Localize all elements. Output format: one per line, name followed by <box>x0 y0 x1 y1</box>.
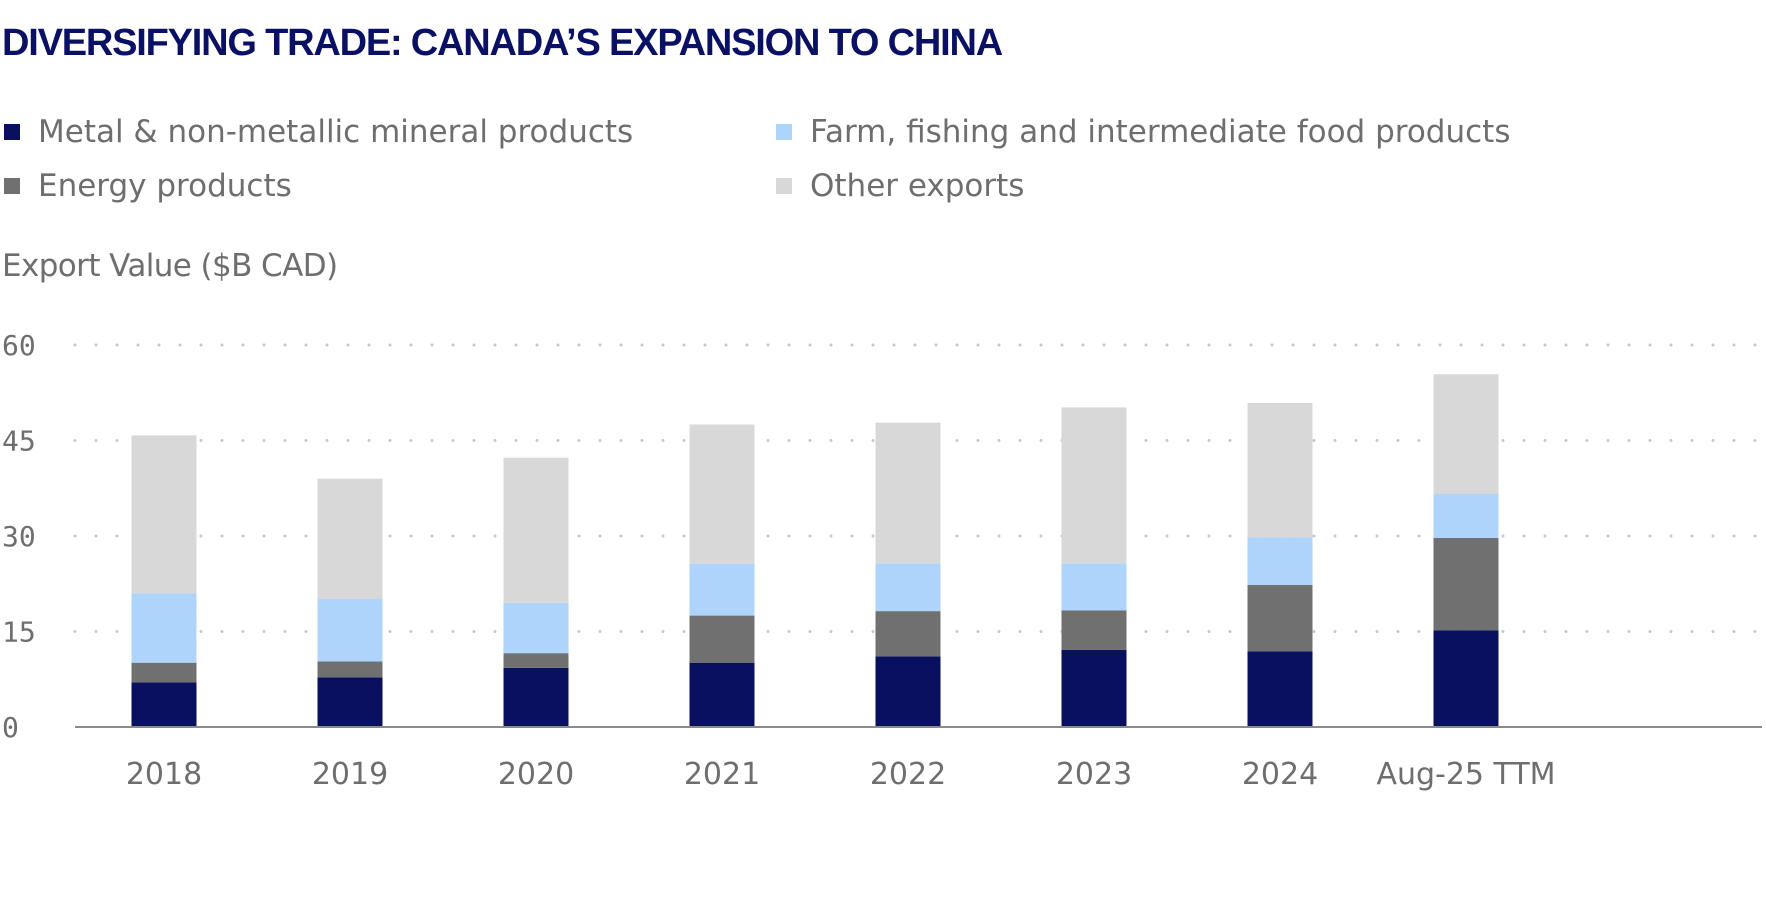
bar-segment-2021-s1 <box>689 615 755 663</box>
bar-segment-2024-s3 <box>1247 402 1313 538</box>
bar-segment-aug-25-ttm-s0 <box>1433 630 1499 727</box>
bar-segment-2024-s2 <box>1247 537 1313 586</box>
chart-title: DIVERSIFYING TRADE: CANADA’S EXPANSION T… <box>2 22 1003 64</box>
bar-segment-2018-s2 <box>131 593 197 663</box>
legend-item-metal: Metal & non-metallic mineral products <box>4 114 633 150</box>
legend-label-energy: Energy products <box>38 168 292 204</box>
y-tick-label-45: 45 <box>2 425 36 458</box>
y-axis-label: Export Value ($B CAD) <box>2 248 338 284</box>
y-tick-label-15: 15 <box>2 616 36 649</box>
y-tick-label-0: 0 <box>2 711 19 744</box>
bar-segment-2018-s3 <box>131 435 197 594</box>
bar-segment-2022-s0 <box>875 656 941 727</box>
x-tick-label-2024: 2024 <box>1242 757 1318 792</box>
bar-segment-aug-25-ttm-s2 <box>1433 493 1499 538</box>
bar-segment-2023-s0 <box>1061 649 1127 727</box>
legend-swatch-other <box>776 178 792 194</box>
x-tick-label-2021: 2021 <box>684 757 760 792</box>
bar-segment-2018-s1 <box>131 662 197 683</box>
bar-segment-aug-25-ttm-s3 <box>1433 374 1499 494</box>
legend-label-farm: Farm, fishing and intermediate food prod… <box>810 114 1511 150</box>
legend-swatch-farm <box>776 124 792 140</box>
x-tick-label-2020: 2020 <box>498 757 574 792</box>
bar-segment-2019-s0 <box>317 677 383 727</box>
bar-segment-2020-s1 <box>503 653 569 668</box>
bar-segment-2020-s0 <box>503 667 569 727</box>
bar-segment-2021-s0 <box>689 662 755 727</box>
bar-segment-2023-s2 <box>1061 563 1127 611</box>
bar-segment-2022-s3 <box>875 422 941 564</box>
x-tick-label-2022: 2022 <box>870 757 946 792</box>
x-tick-label-2019: 2019 <box>312 757 388 792</box>
bar-segment-aug-25-ttm-s1 <box>1433 537 1499 631</box>
bar-segment-2021-s3 <box>689 424 755 565</box>
bar-segment-2019-s1 <box>317 661 383 678</box>
x-tick-label-2023: 2023 <box>1056 757 1132 792</box>
bar-segment-2019-s2 <box>317 599 383 662</box>
bar-segment-2019-s3 <box>317 478 383 600</box>
x-tick-label-aug-25-ttm: Aug-25 TTM <box>1376 757 1555 792</box>
legend-item-farm: Farm, fishing and intermediate food prod… <box>776 114 1510 150</box>
legend-item-other: Other exports <box>776 168 1024 204</box>
legend-label-metal: Metal & non-metallic mineral products <box>38 114 634 150</box>
legend-label-other: Other exports <box>810 168 1025 204</box>
bar-segment-2018-s0 <box>131 682 197 727</box>
y-tick-label-30: 30 <box>2 520 36 553</box>
legend-swatch-energy <box>4 178 20 194</box>
legend-item-energy: Energy products <box>4 168 292 204</box>
y-tick-label-60: 60 <box>2 329 36 362</box>
x-tick-label-2018: 2018 <box>126 757 202 792</box>
bar-segment-2023-s1 <box>1061 610 1127 650</box>
bar-segment-2022-s1 <box>875 611 941 657</box>
legend-swatch-metal <box>4 124 20 140</box>
bar-segment-2024-s0 <box>1247 651 1313 727</box>
bar-segment-2024-s1 <box>1247 585 1313 652</box>
bar-segment-2023-s3 <box>1061 407 1127 564</box>
bar-segment-2021-s2 <box>689 564 755 616</box>
bar-segment-2020-s3 <box>503 457 569 603</box>
bar-segment-2020-s2 <box>503 602 569 654</box>
bar-segment-2022-s2 <box>875 563 941 612</box>
